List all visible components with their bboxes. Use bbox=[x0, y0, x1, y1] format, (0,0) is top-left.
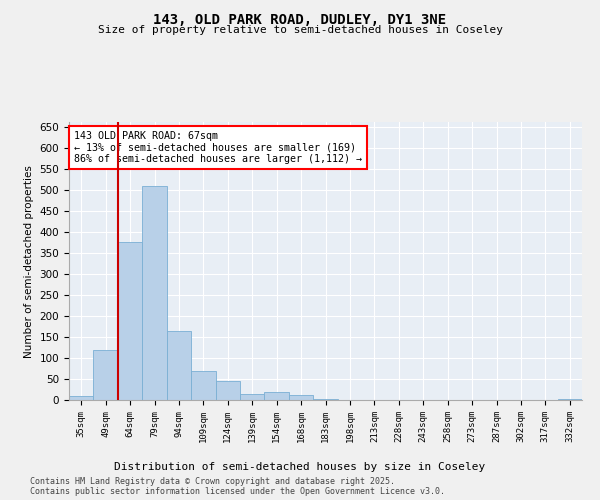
Text: Contains public sector information licensed under the Open Government Licence v3: Contains public sector information licen… bbox=[30, 488, 445, 496]
Bar bbox=[557, 399, 582, 400]
Y-axis label: Number of semi-detached properties: Number of semi-detached properties bbox=[24, 165, 34, 358]
Bar bbox=[167, 330, 191, 400]
Bar bbox=[94, 350, 118, 400]
Text: 143, OLD PARK ROAD, DUDLEY, DY1 3NE: 143, OLD PARK ROAD, DUDLEY, DY1 3NE bbox=[154, 12, 446, 26]
Bar bbox=[240, 394, 265, 400]
Bar bbox=[142, 186, 167, 400]
Text: 143 OLD PARK ROAD: 67sqm
← 13% of semi-detached houses are smaller (169)
86% of : 143 OLD PARK ROAD: 67sqm ← 13% of semi-d… bbox=[74, 131, 362, 164]
Bar bbox=[215, 381, 240, 400]
Bar bbox=[313, 398, 338, 400]
Bar bbox=[118, 242, 142, 400]
Text: Size of property relative to semi-detached houses in Coseley: Size of property relative to semi-detach… bbox=[97, 25, 503, 35]
Bar bbox=[69, 396, 94, 400]
Bar bbox=[289, 395, 313, 400]
Bar bbox=[191, 370, 215, 400]
Text: Contains HM Land Registry data © Crown copyright and database right 2025.: Contains HM Land Registry data © Crown c… bbox=[30, 478, 395, 486]
Bar bbox=[265, 392, 289, 400]
Text: Distribution of semi-detached houses by size in Coseley: Distribution of semi-detached houses by … bbox=[115, 462, 485, 472]
